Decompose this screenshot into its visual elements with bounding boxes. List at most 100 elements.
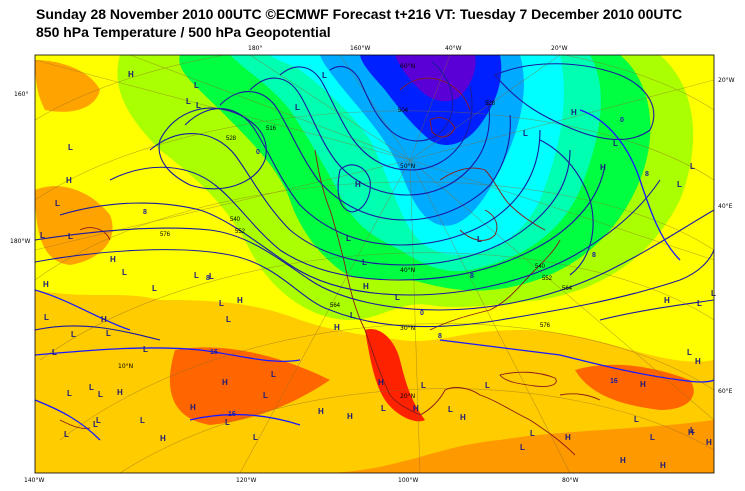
contour-label: 504 xyxy=(398,108,409,114)
low-pressure-marker: L xyxy=(209,272,214,281)
low-pressure-marker: L xyxy=(93,420,98,429)
map-frame xyxy=(34,54,715,474)
low-pressure-marker: L xyxy=(322,71,327,80)
low-pressure-marker: L xyxy=(690,162,695,171)
isotherm-label: 8 xyxy=(470,273,474,280)
edge-label-top: 180° xyxy=(248,45,262,52)
low-pressure-marker: L xyxy=(263,391,268,400)
isotherm-label: 8 xyxy=(645,171,649,178)
low-pressure-marker: L xyxy=(295,103,300,112)
contour-label: 528 xyxy=(485,101,496,107)
low-pressure-marker: L xyxy=(381,404,386,413)
low-pressure-marker: L xyxy=(194,81,199,90)
edge-labels: 180° 160°W 40°W 20°W 140°W 120°W 100°W 8… xyxy=(10,45,735,484)
contour-label: 552 xyxy=(542,276,553,282)
latitude-labels: 60°N 50°N 40°N 30°N 20°N 10°N xyxy=(118,63,415,400)
high-pressure-marker: H xyxy=(695,357,701,366)
contour-label: 552 xyxy=(235,229,246,235)
contour-label: 540 xyxy=(230,217,241,223)
high-pressure-marker: H xyxy=(660,461,666,470)
isotherm-label: 0 xyxy=(620,117,624,124)
contour-label: 540 xyxy=(535,264,546,270)
low-pressure-marker: L xyxy=(140,416,145,425)
edge-label-right: 20°W xyxy=(718,77,735,84)
low-pressure-marker: L xyxy=(520,443,525,452)
temperature-field xyxy=(35,55,714,473)
low-pressure-marker: L xyxy=(40,231,45,240)
high-pressure-marker: H xyxy=(571,108,577,117)
temperature-labels: 0 8 16 8 8 0 8 16 16 0 8 8 xyxy=(143,117,649,418)
low-pressure-marker: L xyxy=(226,315,231,324)
geopotential-labels: 540 552 564 576 528 516 504 540 552 564 … xyxy=(160,101,573,329)
low-pressure-marker: L xyxy=(271,370,276,379)
contour-label: 528 xyxy=(226,136,237,142)
low-pressure-marker: L xyxy=(530,429,535,438)
high-pressure-marker: H xyxy=(110,255,116,264)
edge-label-left: 160° xyxy=(14,91,28,98)
low-pressure-marker: L xyxy=(346,234,351,243)
high-pressure-marker: H xyxy=(347,412,353,421)
isotherm-label: 16 xyxy=(610,378,618,385)
low-pressure-marker: L xyxy=(122,268,127,277)
low-pressure-marker: L xyxy=(350,311,355,320)
isotherm-label: 0 xyxy=(420,310,424,317)
low-pressure-marker: L xyxy=(68,143,73,152)
edge-label-top: 160°W xyxy=(350,45,370,52)
high-pressure-marker: H xyxy=(355,180,361,189)
high-pressure-marker: H xyxy=(363,282,369,291)
low-pressure-marker: L xyxy=(690,426,695,435)
contour-label: 516 xyxy=(266,126,277,132)
low-pressure-marker: L xyxy=(634,415,639,424)
low-pressure-marker: L xyxy=(52,348,57,357)
high-pressure-marker: H xyxy=(101,315,107,324)
contour-label: 564 xyxy=(330,303,341,309)
high-pressure-marker: H xyxy=(664,296,670,305)
contour-label: 564 xyxy=(562,286,573,292)
high-pressure-marker: H xyxy=(706,438,712,447)
low-pressure-marker: L xyxy=(225,418,230,427)
low-pressure-marker: L xyxy=(477,235,482,244)
high-pressure-marker: H xyxy=(66,176,72,185)
low-pressure-marker: L xyxy=(71,330,76,339)
low-pressure-marker: L xyxy=(89,383,94,392)
edge-label-bottom: 140°W xyxy=(24,477,44,484)
high-pressure-marker: H xyxy=(128,70,134,79)
high-pressure-marker: H xyxy=(190,403,196,412)
isotherm-label: 8 xyxy=(206,275,210,282)
edge-label-right: 40°E xyxy=(718,203,733,210)
edge-label-right: 60°E xyxy=(718,388,733,395)
edge-label-bottom: 80°W xyxy=(562,477,579,484)
map-subtitle: 850 hPa Temperature / 500 hPa Geopotenti… xyxy=(36,24,331,40)
map-title: Sunday 28 November 2010 00UTC ©ECMWF For… xyxy=(36,6,683,22)
contour-label: 576 xyxy=(160,232,171,238)
isotherm-label: 8 xyxy=(143,209,147,216)
isotherm-label: 0 xyxy=(256,149,260,156)
high-pressure-marker: H xyxy=(600,163,606,172)
lat-label: 60°N xyxy=(400,63,415,70)
high-pressure-marker: H xyxy=(222,378,228,387)
contour-label: 576 xyxy=(540,323,551,329)
high-pressure-marker: H xyxy=(413,404,419,413)
isotherm-label: 16 xyxy=(210,349,218,356)
high-pressure-marker: H xyxy=(334,323,340,332)
high-pressure-marker: H xyxy=(43,280,49,289)
high-pressure-marker: H xyxy=(688,428,694,437)
coastlines xyxy=(59,77,601,456)
high-pressure-marker: H xyxy=(237,296,243,305)
low-pressure-marker: L xyxy=(152,284,157,293)
edge-label-bottom: 100°W xyxy=(398,477,418,484)
lat-label: 30°N xyxy=(400,325,415,332)
high-pressure-marker: H xyxy=(160,434,166,443)
low-pressure-marker: L xyxy=(98,390,103,399)
high-pressure-marker: H xyxy=(640,380,646,389)
high-pressure-marker: H xyxy=(565,433,571,442)
edge-label-bottom: 120°W xyxy=(236,477,256,484)
low-pressure-marker: L xyxy=(448,405,453,414)
low-pressure-marker: L xyxy=(421,381,426,390)
low-pressure-marker: L xyxy=(697,299,702,308)
isotherm-label: 16 xyxy=(228,411,236,418)
high-pressure-marker: H xyxy=(620,456,626,465)
low-pressure-marker: L xyxy=(219,299,224,308)
